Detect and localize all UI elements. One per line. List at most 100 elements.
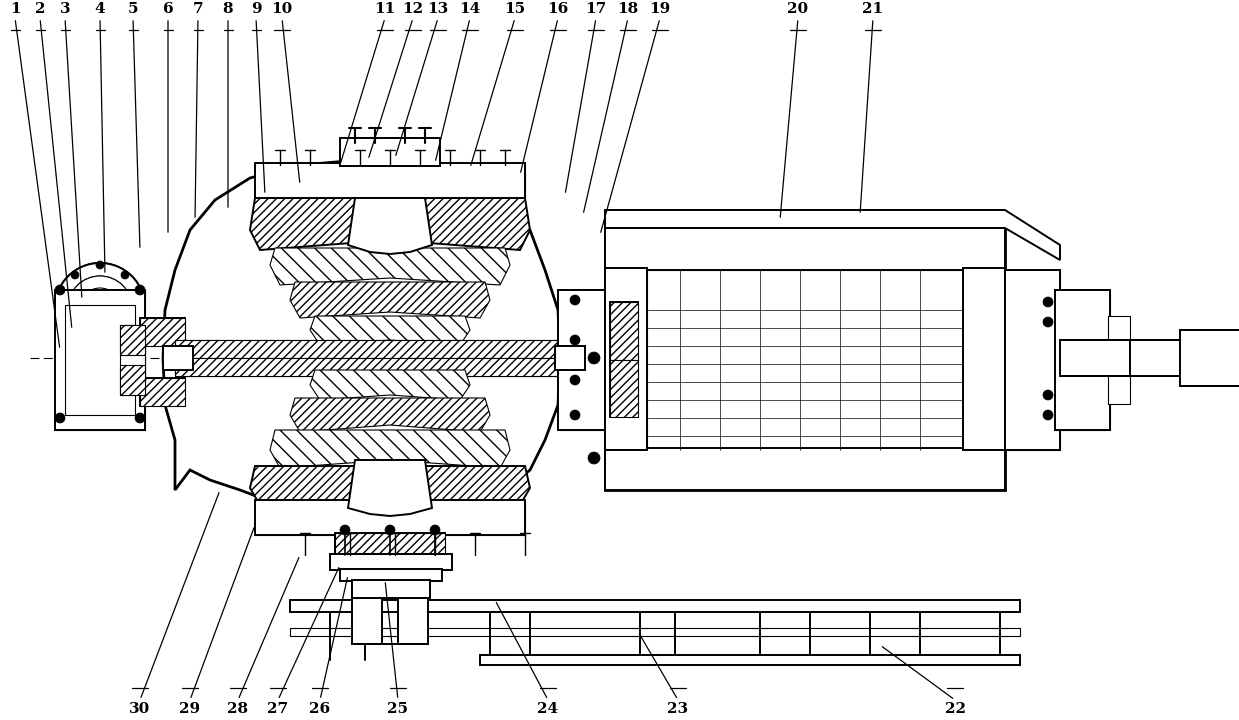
Text: 6: 6 xyxy=(162,2,173,16)
Bar xyxy=(335,533,445,555)
Bar xyxy=(963,268,1005,450)
Bar xyxy=(1005,270,1061,450)
Bar xyxy=(352,580,430,598)
Circle shape xyxy=(55,263,145,353)
Text: 4: 4 xyxy=(94,2,105,16)
Bar xyxy=(64,305,135,415)
Polygon shape xyxy=(290,398,489,432)
Bar xyxy=(339,569,442,581)
Circle shape xyxy=(55,263,145,353)
Text: 9: 9 xyxy=(250,2,261,16)
Bar xyxy=(1180,330,1239,386)
Circle shape xyxy=(68,276,133,340)
Circle shape xyxy=(570,295,580,305)
Bar xyxy=(330,554,452,570)
Bar xyxy=(140,378,185,406)
Bar xyxy=(290,600,1020,612)
Bar xyxy=(352,554,382,644)
Bar xyxy=(164,346,193,370)
Polygon shape xyxy=(348,198,432,254)
Polygon shape xyxy=(348,460,432,516)
Bar xyxy=(605,448,1005,490)
Text: 28: 28 xyxy=(228,702,249,716)
Bar xyxy=(479,655,1020,665)
Polygon shape xyxy=(290,282,489,318)
Text: 5: 5 xyxy=(128,2,139,16)
Polygon shape xyxy=(310,316,470,345)
Bar xyxy=(120,325,145,395)
Bar xyxy=(290,628,1020,636)
Text: 25: 25 xyxy=(388,702,409,716)
Circle shape xyxy=(1043,410,1053,420)
Text: 3: 3 xyxy=(59,2,71,16)
Bar xyxy=(605,228,1005,270)
Text: 19: 19 xyxy=(649,2,670,16)
Bar xyxy=(255,163,525,198)
Text: 12: 12 xyxy=(403,2,424,16)
Bar xyxy=(555,346,585,370)
Text: 21: 21 xyxy=(862,2,883,16)
Bar xyxy=(120,365,145,395)
Circle shape xyxy=(68,276,133,340)
Circle shape xyxy=(385,525,395,535)
Bar xyxy=(255,163,525,198)
Polygon shape xyxy=(250,198,530,250)
Bar xyxy=(605,268,647,450)
Text: 8: 8 xyxy=(223,2,233,16)
Text: 24: 24 xyxy=(538,702,559,716)
Text: 29: 29 xyxy=(180,702,201,716)
Bar xyxy=(55,290,145,430)
Bar xyxy=(1108,316,1130,404)
Bar xyxy=(1061,340,1239,376)
Polygon shape xyxy=(605,210,1061,260)
Bar xyxy=(255,500,525,535)
Bar xyxy=(610,302,638,360)
Text: 7: 7 xyxy=(193,2,203,16)
Circle shape xyxy=(55,285,64,295)
Circle shape xyxy=(570,410,580,420)
Bar xyxy=(140,378,185,406)
Circle shape xyxy=(1043,317,1053,327)
Text: 20: 20 xyxy=(788,2,809,16)
Bar xyxy=(175,358,560,376)
Circle shape xyxy=(55,413,64,423)
Polygon shape xyxy=(310,370,470,400)
Bar xyxy=(335,533,445,555)
Bar xyxy=(605,228,1005,490)
Polygon shape xyxy=(250,466,530,505)
Polygon shape xyxy=(270,248,510,285)
Text: 27: 27 xyxy=(268,702,289,716)
Circle shape xyxy=(570,375,580,385)
Bar xyxy=(140,318,185,346)
Bar xyxy=(610,360,638,417)
Text: 18: 18 xyxy=(617,2,638,16)
Circle shape xyxy=(589,352,600,364)
Circle shape xyxy=(1043,390,1053,400)
Polygon shape xyxy=(164,160,560,520)
Bar xyxy=(55,290,145,430)
Bar xyxy=(605,268,647,450)
Text: 22: 22 xyxy=(944,702,965,716)
Text: 2: 2 xyxy=(35,2,46,16)
Bar xyxy=(1005,270,1061,450)
Bar xyxy=(963,268,1005,450)
Circle shape xyxy=(339,525,349,535)
Bar xyxy=(255,500,525,535)
Bar xyxy=(120,325,145,355)
Circle shape xyxy=(71,271,79,279)
Bar xyxy=(558,290,613,430)
Bar xyxy=(1054,290,1110,430)
Text: 23: 23 xyxy=(668,702,689,716)
Bar xyxy=(339,138,440,166)
Text: 26: 26 xyxy=(310,702,331,716)
Bar xyxy=(175,340,560,376)
Text: 17: 17 xyxy=(585,2,607,16)
Text: 10: 10 xyxy=(271,2,292,16)
Circle shape xyxy=(135,413,145,423)
Bar xyxy=(558,290,613,430)
Bar xyxy=(605,448,1005,490)
Text: 14: 14 xyxy=(460,2,481,16)
Bar xyxy=(398,554,427,644)
Bar xyxy=(610,302,638,417)
Text: 11: 11 xyxy=(374,2,395,16)
